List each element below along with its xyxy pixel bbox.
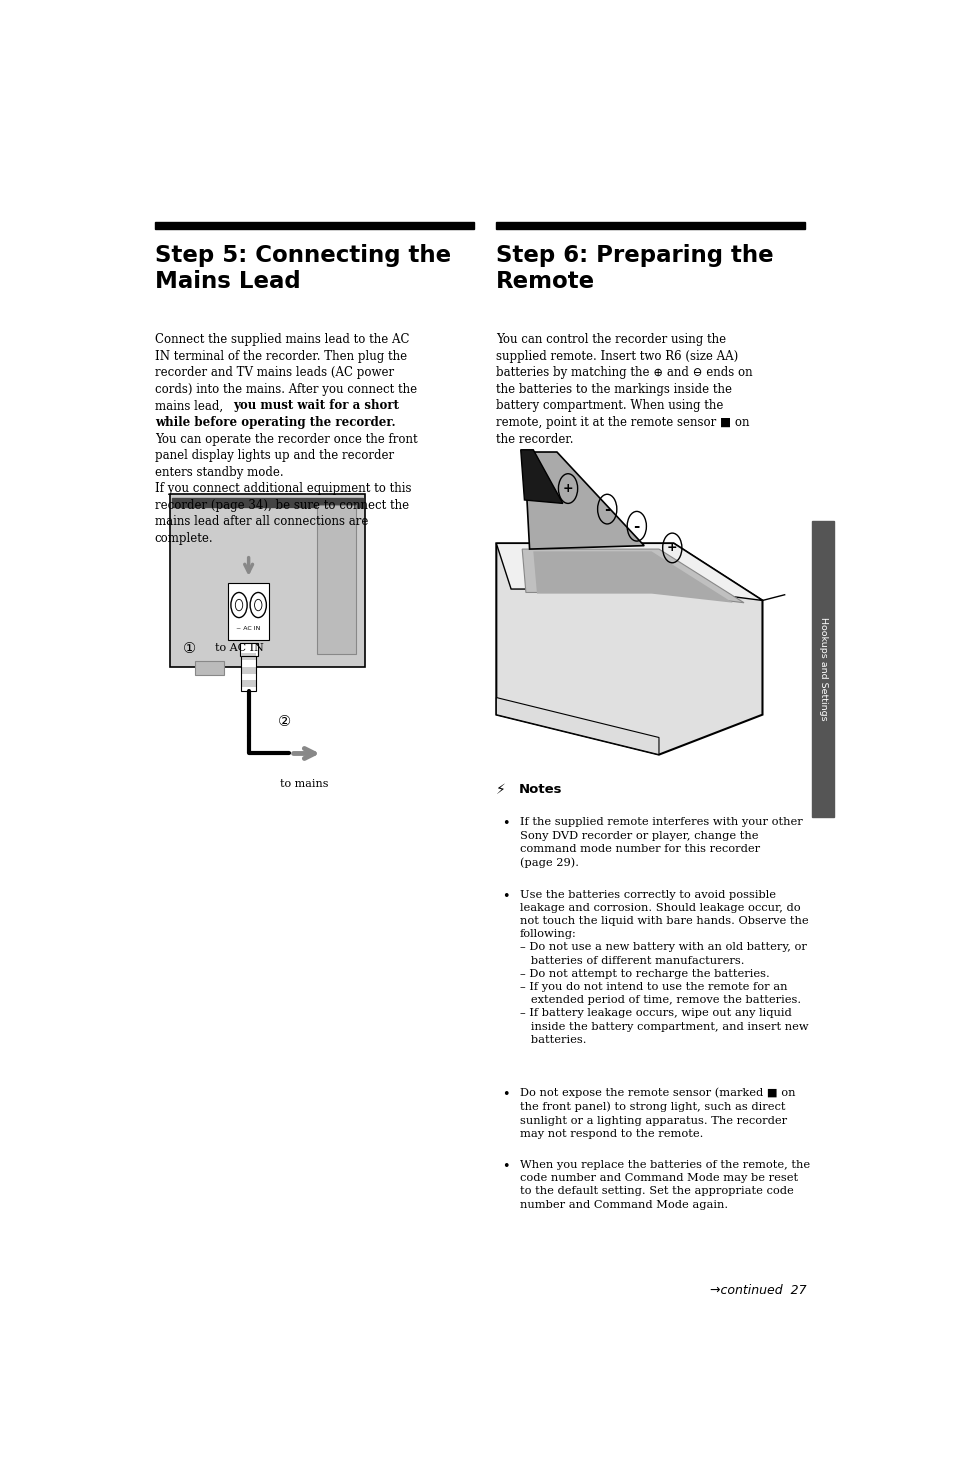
Polygon shape: [533, 552, 732, 602]
Text: enters standby mode.: enters standby mode.: [154, 466, 283, 479]
Text: the recorder.: the recorder.: [496, 433, 573, 445]
Text: mains lead,: mains lead,: [154, 399, 227, 412]
Text: you must wait for a short: you must wait for a short: [233, 399, 398, 412]
Text: →continued  27: →continued 27: [709, 1284, 806, 1298]
Bar: [154, 222, 474, 230]
Text: Hookups and Settings: Hookups and Settings: [819, 617, 827, 721]
Circle shape: [231, 593, 247, 617]
Polygon shape: [524, 452, 643, 549]
Text: to AC IN: to AC IN: [215, 644, 264, 654]
Text: cords) into the mains. After you connect the: cords) into the mains. After you connect…: [154, 383, 416, 396]
Text: •: •: [501, 1089, 509, 1100]
Bar: [228, 583, 269, 641]
Bar: [241, 657, 255, 691]
Bar: [241, 660, 255, 667]
Text: +: +: [666, 541, 677, 555]
Circle shape: [250, 593, 266, 617]
Text: -: -: [603, 501, 610, 516]
Text: Connect the supplied mains lead to the AC: Connect the supplied mains lead to the A…: [154, 334, 409, 346]
Text: complete.: complete.: [154, 532, 213, 544]
Text: -: -: [633, 519, 639, 534]
Text: ~ AC IN: ~ AC IN: [236, 626, 260, 632]
Bar: [811, 521, 833, 817]
Polygon shape: [496, 543, 761, 601]
Text: battery compartment. When using the: battery compartment. When using the: [496, 399, 723, 412]
Text: Notes: Notes: [518, 783, 561, 796]
Text: remote, point it at the remote sensor ■ on: remote, point it at the remote sensor ■ …: [496, 417, 749, 429]
Text: ②: ②: [278, 713, 291, 730]
Text: Step 5: Connecting the
Mains Lead: Step 5: Connecting the Mains Lead: [154, 245, 451, 292]
Text: panel display lights up and the recorder: panel display lights up and the recorder: [154, 449, 394, 463]
Text: to mains: to mains: [279, 779, 328, 789]
Bar: [241, 681, 255, 687]
Text: batteries by matching the ⊕ and ⊖ ends on: batteries by matching the ⊕ and ⊖ ends o…: [496, 366, 752, 380]
Bar: [194, 661, 224, 675]
Text: ⚡: ⚡: [496, 783, 505, 798]
Text: IN terminal of the recorder. Then plug the: IN terminal of the recorder. Then plug t…: [154, 350, 406, 363]
Bar: [239, 642, 257, 657]
Bar: [241, 653, 255, 660]
Text: mains lead after all connections are: mains lead after all connections are: [154, 516, 368, 528]
Polygon shape: [521, 549, 743, 602]
Text: You can control the recorder using the: You can control the recorder using the: [496, 334, 725, 346]
Text: supplied remote. Insert two R6 (size AA): supplied remote. Insert two R6 (size AA): [496, 350, 738, 363]
Text: ①: ①: [183, 641, 196, 655]
Polygon shape: [496, 697, 659, 755]
Text: When you replace the batteries of the remote, the
code number and Command Mode m: When you replace the batteries of the re…: [519, 1160, 809, 1210]
Bar: [241, 667, 255, 673]
Text: Step 6: Preparing the
Remote: Step 6: Preparing the Remote: [496, 245, 773, 292]
Text: If you connect additional equipment to this: If you connect additional equipment to t…: [154, 482, 411, 495]
Bar: [496, 222, 803, 230]
Text: while before operating the recorder.: while before operating the recorder.: [154, 417, 395, 429]
Polygon shape: [496, 543, 761, 755]
Bar: [241, 673, 255, 681]
Bar: [172, 498, 363, 507]
Text: recorder (page 34), be sure to connect the: recorder (page 34), be sure to connect t…: [154, 498, 409, 512]
Text: •: •: [501, 1160, 509, 1173]
FancyBboxPatch shape: [170, 494, 365, 667]
Text: +: +: [562, 482, 573, 495]
Polygon shape: [520, 449, 562, 503]
Text: recorder and TV mains leads (AC power: recorder and TV mains leads (AC power: [154, 366, 394, 380]
Text: •: •: [501, 817, 509, 830]
Text: Use the batteries correctly to avoid possible
leakage and corrosion. Should leak: Use the batteries correctly to avoid pos…: [519, 890, 808, 1046]
Text: You can operate the recorder once the front: You can operate the recorder once the fr…: [154, 433, 416, 445]
Text: If the supplied remote interferes with your other
Sony DVD recorder or player, c: If the supplied remote interferes with y…: [519, 817, 801, 868]
Text: •: •: [501, 890, 509, 903]
FancyBboxPatch shape: [317, 504, 355, 654]
Text: the batteries to the markings inside the: the batteries to the markings inside the: [496, 383, 732, 396]
Text: Do not expose the remote sensor (marked ■ on
the front panel) to strong light, s: Do not expose the remote sensor (marked …: [519, 1089, 795, 1139]
